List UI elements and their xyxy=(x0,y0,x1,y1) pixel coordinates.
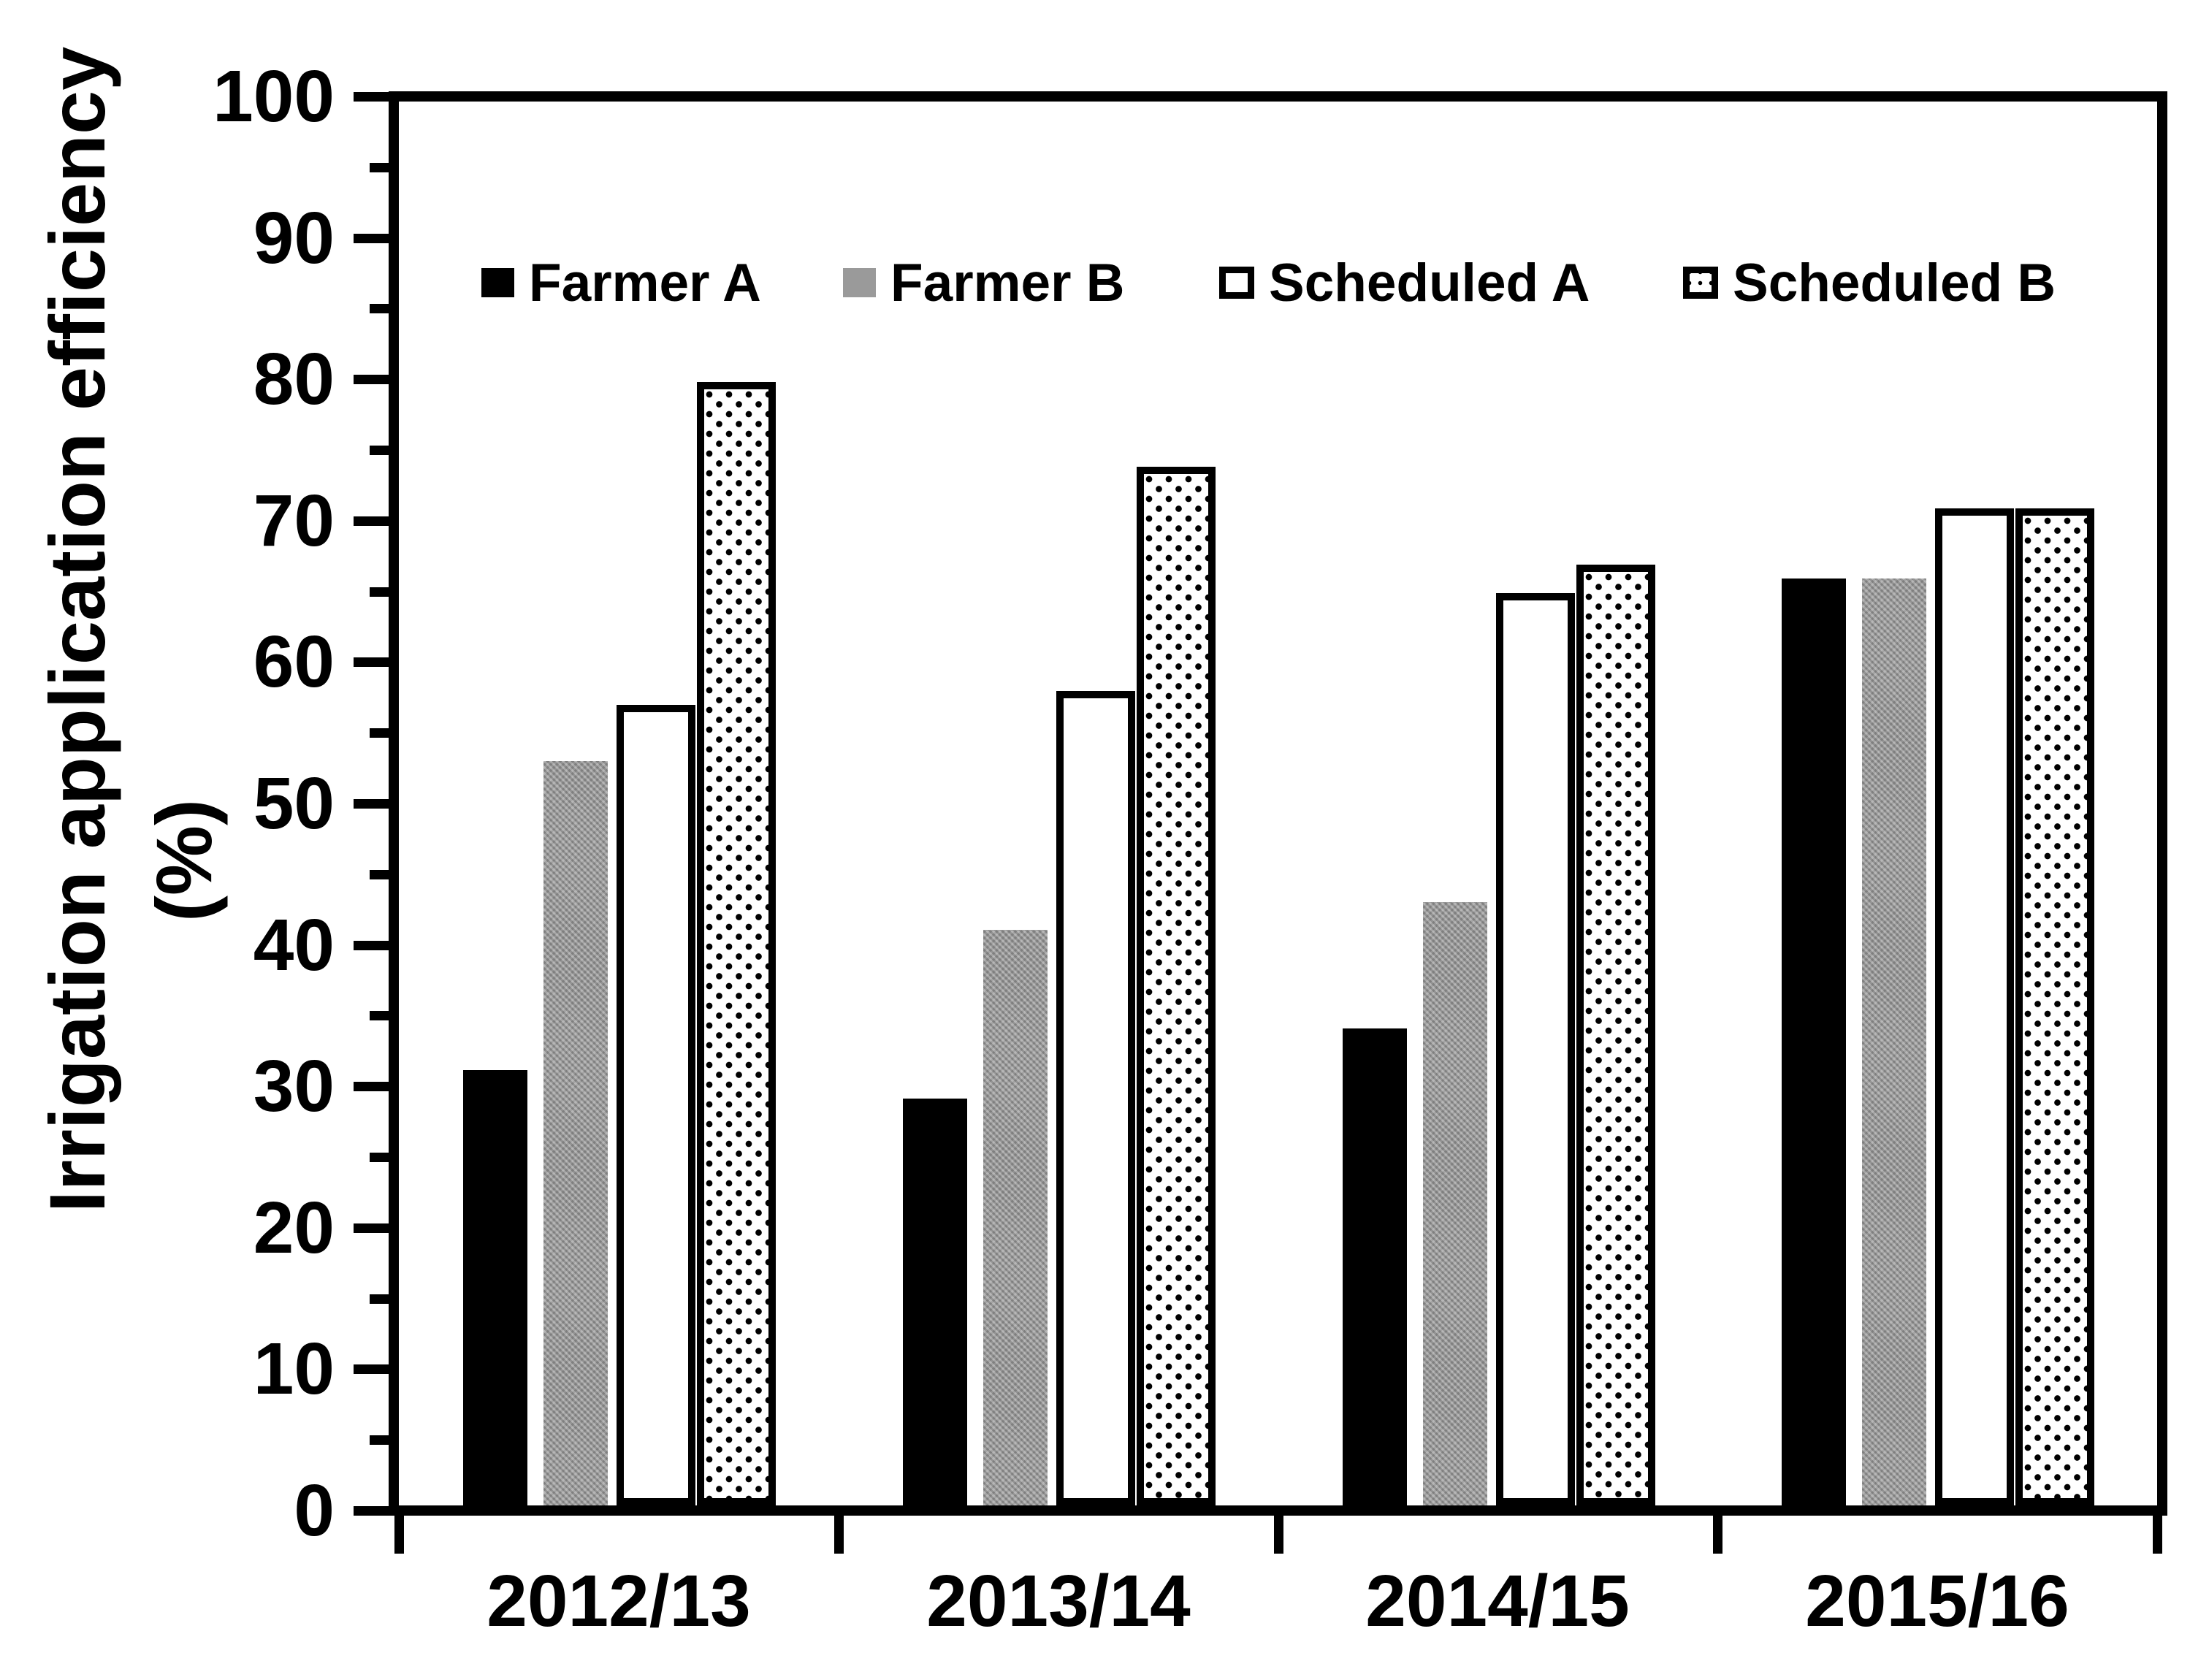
bar-scheduled-b-2015-16 xyxy=(2015,508,2094,1505)
y-axis-tick-label: 40 xyxy=(253,904,335,986)
bar-scheduled-a-2012-13 xyxy=(617,705,695,1505)
y-axis-minor-tick xyxy=(370,1153,389,1162)
y-axis-tick-label: 30 xyxy=(253,1045,335,1127)
y-axis-major-tick xyxy=(354,799,389,809)
y-axis-minor-tick xyxy=(370,446,389,455)
legend-label: Farmer B xyxy=(890,253,1125,313)
x-axis-tick xyxy=(394,1516,404,1554)
y-axis-tick-label: 90 xyxy=(253,197,335,279)
bar-farmer-a-2015-16 xyxy=(1782,579,1846,1505)
y-axis-minor-tick xyxy=(370,304,389,313)
y-axis-major-tick xyxy=(354,1082,389,1091)
y-axis-tick-label: 10 xyxy=(253,1328,335,1410)
legend-item-scheduled-a: Scheduled A xyxy=(1219,249,1590,316)
legend-swatch-scheduled-a xyxy=(1219,267,1254,299)
x-axis-label-2013-14: 2013/14 xyxy=(926,1560,1191,1642)
bar-scheduled-a-2015-16 xyxy=(1935,508,2014,1505)
y-axis-minor-tick xyxy=(370,1435,389,1445)
legend-item-farmer-b: Farmer B xyxy=(843,249,1125,316)
legend-label: Scheduled B xyxy=(1733,253,2056,313)
legend-swatch-scheduled-b xyxy=(1683,267,1718,299)
bar-farmer-b-2013-14 xyxy=(983,930,1048,1505)
legend-label: Scheduled A xyxy=(1269,253,1590,313)
bar-farmer-a-2014-15 xyxy=(1343,1028,1407,1505)
y-axis-minor-tick xyxy=(370,870,389,879)
y-axis-major-tick xyxy=(354,375,389,384)
y-axis-major-tick xyxy=(354,1506,389,1516)
bar-farmer-a-2012-13 xyxy=(463,1070,527,1505)
y-axis-major-tick xyxy=(354,1223,389,1233)
y-axis-major-tick xyxy=(354,1364,389,1374)
x-axis-label-2012-13: 2012/13 xyxy=(487,1560,751,1642)
y-axis-minor-tick xyxy=(370,728,389,738)
y-axis-tick-label: 100 xyxy=(213,56,335,137)
y-axis-major-tick xyxy=(354,941,389,950)
legend-label: Farmer A xyxy=(529,253,761,313)
y-axis-major-tick xyxy=(354,92,389,102)
bar-farmer-b-2012-13 xyxy=(543,761,608,1505)
x-axis-label-2014-15: 2014/15 xyxy=(1365,1560,1630,1642)
legend-swatch-farmer-a xyxy=(481,268,514,297)
bar-scheduled-b-2012-13 xyxy=(697,382,776,1505)
legend-item-farmer-a: Farmer A xyxy=(481,249,761,316)
bar-scheduled-a-2013-14 xyxy=(1056,691,1135,1505)
bar-farmer-b-2015-16 xyxy=(1862,579,1926,1505)
bar-scheduled-b-2014-15 xyxy=(1576,565,1655,1505)
x-axis-tick xyxy=(1713,1516,1722,1554)
legend-item-scheduled-b: Scheduled B xyxy=(1683,249,2056,316)
y-axis-minor-tick xyxy=(370,1011,389,1020)
y-axis-tick-label: 0 xyxy=(294,1470,335,1551)
y-axis-major-tick xyxy=(354,657,389,667)
y-axis-minor-tick xyxy=(370,1294,389,1304)
bar-scheduled-b-2013-14 xyxy=(1137,467,1216,1505)
y-axis-tick-label: 20 xyxy=(253,1187,335,1269)
y-axis-tick-label: 80 xyxy=(253,338,335,420)
bar-scheduled-a-2014-15 xyxy=(1496,593,1575,1505)
y-axis-minor-tick xyxy=(370,163,389,172)
y-axis-tick-label: 70 xyxy=(253,480,335,562)
y-axis-tick-label: 50 xyxy=(253,763,335,844)
bar-farmer-b-2014-15 xyxy=(1423,902,1487,1505)
x-axis-tick xyxy=(2153,1516,2162,1554)
y-axis-major-tick xyxy=(354,234,389,243)
y-axis-minor-tick xyxy=(370,587,389,597)
legend-swatch-farmer-b xyxy=(843,268,876,297)
x-axis-label-2015-16: 2015/16 xyxy=(1805,1560,2069,1642)
x-axis-tick xyxy=(1274,1516,1283,1554)
plot-area: Farmer A Farmer B Scheduled A Scheduled B xyxy=(389,91,2167,1516)
x-axis-tick xyxy=(834,1516,844,1554)
y-axis-major-tick xyxy=(354,516,389,526)
y-axis-tick-label: 60 xyxy=(253,621,335,703)
bar-farmer-a-2013-14 xyxy=(903,1099,967,1505)
